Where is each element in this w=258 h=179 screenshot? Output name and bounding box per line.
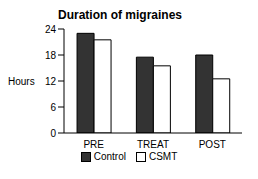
svg-text:POST: POST	[199, 139, 226, 150]
html-text:CSMT: CSMT	[149, 151, 178, 162]
html-text:Duration of migraines: Duration of migraines	[58, 8, 182, 22]
svg-text:PRE: PRE	[83, 139, 104, 150]
svg-text:12: 12	[45, 76, 57, 87]
svg-text:0: 0	[50, 128, 56, 139]
svg-text:6: 6	[50, 102, 56, 113]
svg-text:18: 18	[45, 50, 57, 61]
svg-text:TREAT: TREAT	[137, 139, 169, 150]
svg-text:24: 24	[45, 24, 57, 35]
html-text:Control: Control	[93, 151, 126, 162]
svg-text:Hours: Hours	[8, 76, 35, 87]
